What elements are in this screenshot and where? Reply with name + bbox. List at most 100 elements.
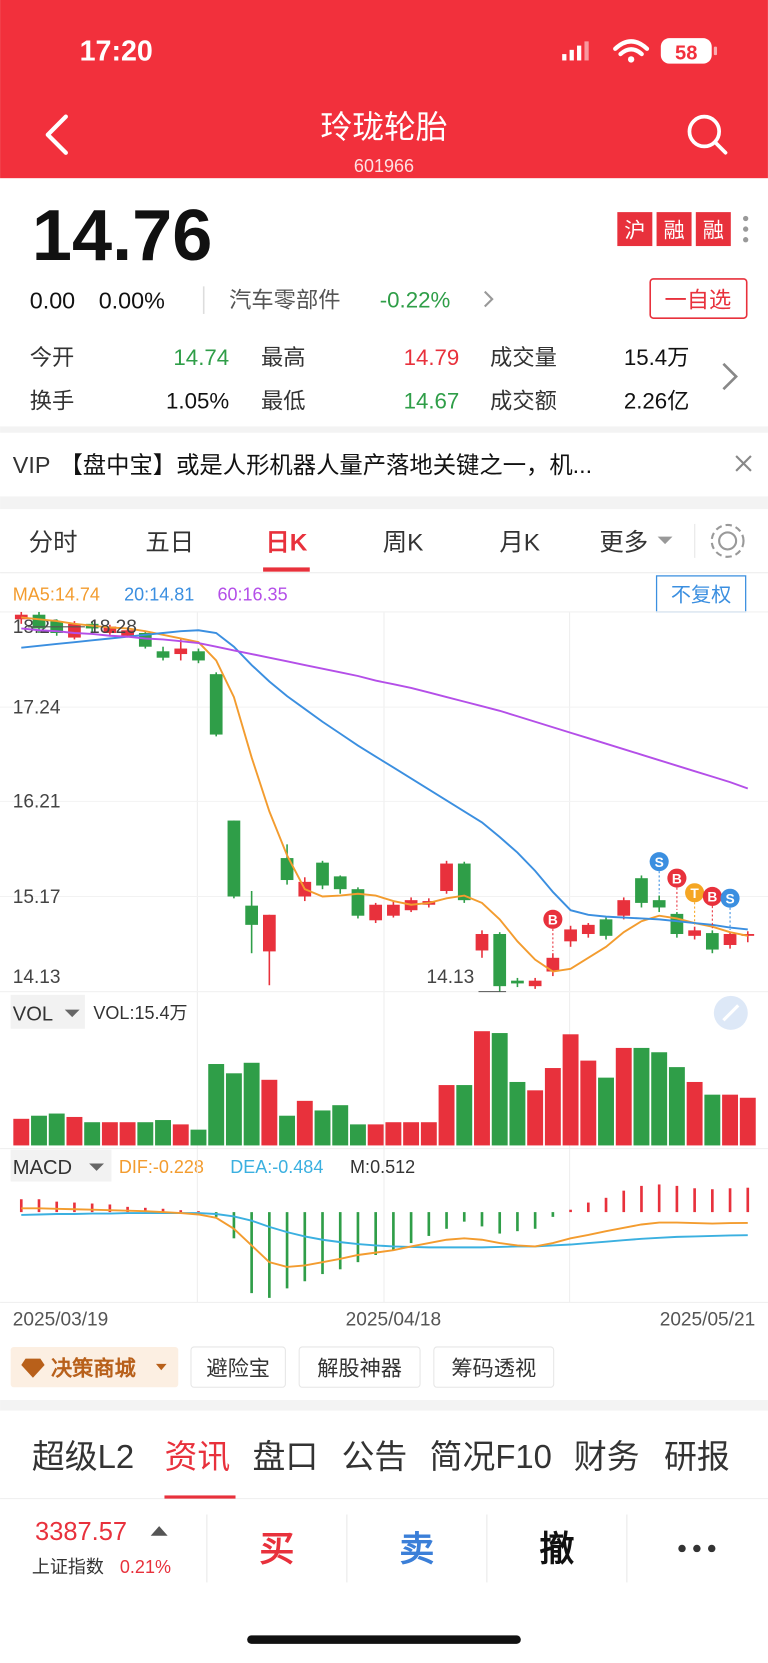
low-label: 14.13: [427, 967, 475, 988]
info-tab[interactable]: 财务: [574, 1438, 640, 1475]
chart-tab[interactable]: 日K: [265, 529, 307, 556]
change: 0.00: [30, 288, 75, 314]
tool-pill-box[interactable]: [10, 1346, 179, 1388]
volume-bar: [66, 1116, 83, 1146]
vip-tag: VIP: [13, 452, 51, 478]
volume-bar: [420, 1122, 437, 1146]
more-dots[interactable]: [743, 215, 749, 243]
vol-title[interactable]: VOL: [13, 1003, 53, 1025]
candle-body: [723, 934, 737, 945]
badge: 沪: [624, 219, 645, 243]
tool-pill-box[interactable]: [190, 1346, 286, 1388]
badge-box: [617, 212, 653, 247]
candle-body: [546, 957, 560, 972]
m-label: M:0.512: [350, 1157, 415, 1177]
separator: [0, 426, 768, 433]
watch-button-box[interactable]: [649, 278, 748, 319]
news-headline[interactable]: 【盘中宝】或是人形机器人量产落地关键之一，机...: [59, 452, 592, 478]
badge: 融: [703, 219, 724, 243]
volume-bar: [208, 1064, 225, 1146]
chart-tab[interactable]: 五日: [145, 529, 194, 556]
tab-underline: [164, 1495, 236, 1499]
stat-value: 14.74: [173, 345, 229, 370]
signal-label: B: [548, 913, 558, 928]
signal-label: B: [672, 871, 682, 886]
candle-body: [138, 633, 152, 647]
volume-bar: [704, 1094, 721, 1146]
dea-label: DEA:-0.484: [230, 1157, 323, 1177]
signal-marker: [667, 868, 687, 888]
candle-body: [511, 980, 524, 984]
info-tab[interactable]: 超级L2: [32, 1438, 134, 1475]
badge: 融: [663, 219, 684, 243]
volume-bar: [615, 1047, 632, 1146]
tool-pill-box[interactable]: [298, 1346, 421, 1388]
volume-bar: [438, 1085, 455, 1146]
volume-bar: [562, 1034, 579, 1146]
tool-pill-box[interactable]: [433, 1346, 555, 1388]
sector-chevron[interactable]: [484, 290, 494, 308]
trade-button[interactable]: 卖: [399, 1530, 434, 1569]
volume-bar: [172, 1124, 189, 1146]
tool-pill[interactable]: 决策商城: [51, 1356, 136, 1381]
more-button[interactable]: [678, 1544, 716, 1553]
info-tab[interactable]: 简况F10: [430, 1438, 552, 1475]
volume-bar: [225, 1073, 242, 1146]
info-tab[interactable]: 盘口: [252, 1438, 318, 1475]
x-tick-label: 2025/04/18: [346, 1310, 441, 1331]
y-tick-label: 15.17: [13, 887, 61, 908]
stat-label: 最低: [261, 388, 306, 413]
candle-body: [493, 934, 507, 987]
candle-body: [617, 900, 631, 916]
chart-tab[interactable]: 分时: [29, 529, 78, 556]
volume-bar: [403, 1122, 420, 1146]
tool-pill[interactable]: 解股神器: [317, 1357, 402, 1381]
volume-bar: [491, 1033, 508, 1146]
stock-code: 601966: [354, 156, 414, 176]
info-tab[interactable]: 公告: [342, 1438, 408, 1475]
candle-body: [351, 889, 365, 916]
candle-body: [440, 863, 453, 892]
y-tick-label: 17.24: [13, 697, 61, 718]
tool-pill[interactable]: 筹码透视: [451, 1357, 536, 1381]
close-news[interactable]: [735, 455, 752, 472]
candle-body: [14, 614, 28, 620]
dropdown-arrow: [657, 536, 673, 545]
back-button[interactable]: [45, 114, 68, 155]
dif-line: [21, 1207, 748, 1268]
trade-button[interactable]: 撤: [539, 1530, 574, 1569]
volume-bar: [84, 1122, 101, 1146]
volume-bar: [686, 1081, 703, 1146]
candle-body: [245, 905, 258, 925]
badge-box: [656, 212, 692, 247]
stat-label: 最高: [261, 345, 306, 370]
volume-bar: [137, 1122, 154, 1146]
settings-button[interactable]: [710, 523, 745, 558]
adjust-button[interactable]: 不复权: [671, 583, 731, 606]
candle-body: [121, 630, 134, 636]
macd-title[interactable]: MACD: [13, 1157, 72, 1179]
sector[interactable]: 汽车零部件: [229, 288, 340, 313]
stats-chevron[interactable]: [722, 362, 738, 391]
candle-body: [635, 878, 648, 903]
adjust-button-box[interactable]: [655, 575, 747, 613]
info-tab[interactable]: 研报: [664, 1438, 730, 1475]
candle-body: [174, 648, 188, 655]
ma-legend: MA5:14.74: [13, 584, 100, 604]
volume-bar: [349, 1124, 366, 1146]
chart-tab[interactable]: 更多: [599, 529, 648, 556]
tool-pill[interactable]: 避险宝: [206, 1357, 270, 1381]
trade-button[interactable]: 买: [259, 1530, 294, 1569]
chart-tab[interactable]: 周K: [383, 529, 424, 556]
stat-value: 1.05%: [166, 388, 229, 413]
volume-bar: [279, 1115, 296, 1146]
expand-icon: [722, 1004, 740, 1022]
info-tab[interactable]: 资讯: [164, 1438, 230, 1475]
candle-body: [475, 934, 489, 951]
candle-body: [103, 626, 117, 634]
chart-tab[interactable]: 月K: [499, 529, 540, 556]
search-button[interactable]: [687, 114, 728, 155]
watch-button[interactable]: 一自选: [665, 288, 732, 313]
candle-body: [564, 929, 577, 942]
